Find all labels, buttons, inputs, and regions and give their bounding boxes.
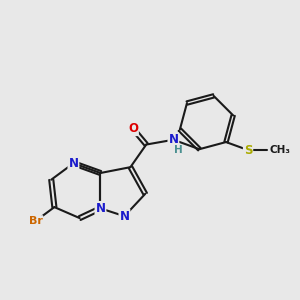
Text: O: O (128, 122, 138, 135)
Text: N: N (168, 133, 178, 146)
Text: Br: Br (28, 216, 43, 226)
Text: S: S (244, 144, 252, 157)
Text: N: N (95, 202, 106, 215)
Text: N: N (119, 210, 129, 223)
Text: N: N (68, 157, 78, 170)
Text: H: H (174, 145, 183, 155)
Text: CH₃: CH₃ (269, 145, 290, 155)
